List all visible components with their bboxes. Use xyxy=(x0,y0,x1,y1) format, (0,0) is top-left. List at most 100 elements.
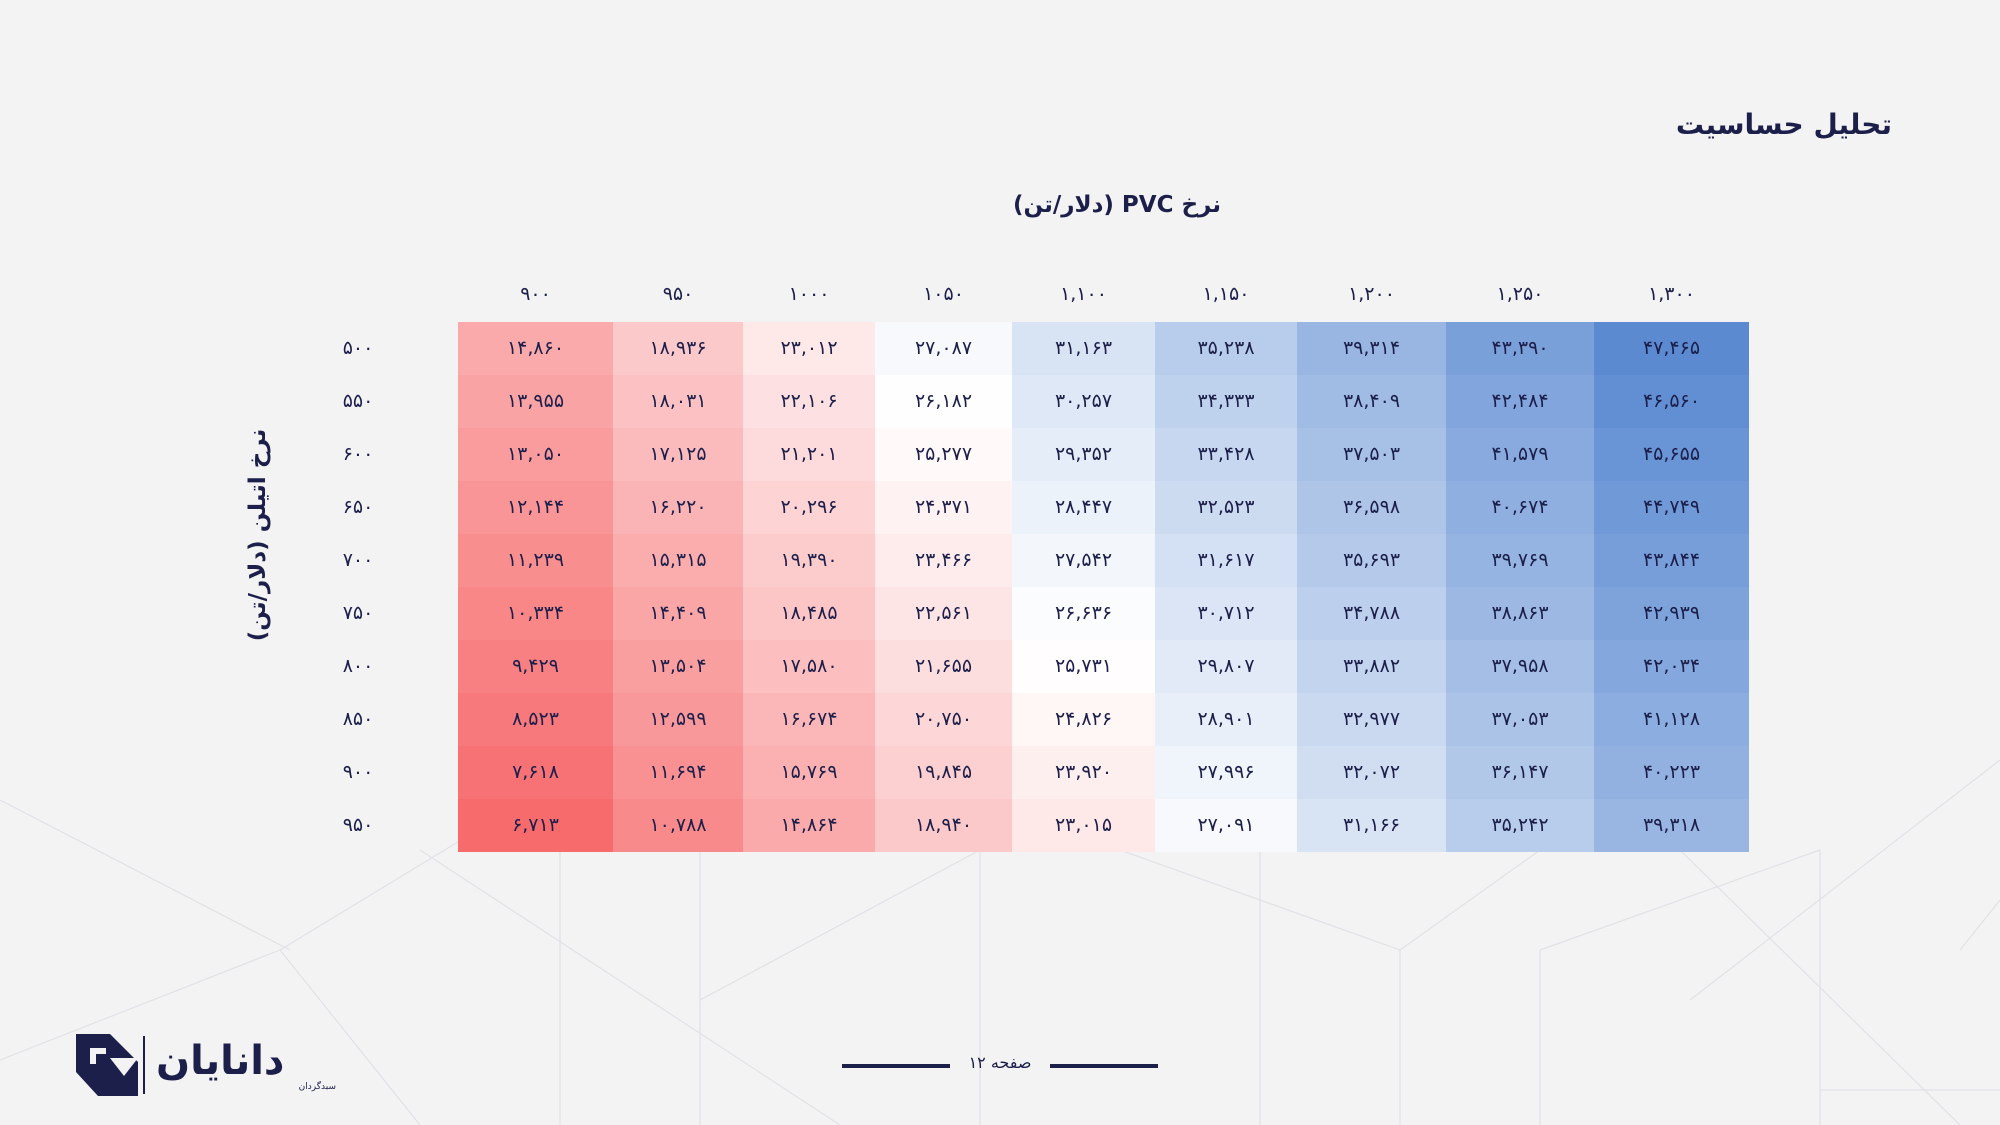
table-cell: ۴۳,۸۴۴ xyxy=(1594,534,1749,587)
table-cell: ۳۶,۵۹۸ xyxy=(1297,481,1446,534)
table-cell: ۱۶,۶۷۴ xyxy=(743,693,875,746)
table-cell: ۴۴,۷۴۹ xyxy=(1594,481,1749,534)
table-cell: ۸,۵۲۳ xyxy=(458,693,613,746)
page-title: تحلیل حساسیت xyxy=(1675,108,1892,141)
row-header: ۷۵۰ xyxy=(342,602,374,624)
table-cell: ۲۶,۶۳۶ xyxy=(1012,587,1155,640)
table-cell: ۳۹,۷۶۹ xyxy=(1446,534,1594,587)
table-cell: ۱۵,۷۶۹ xyxy=(743,746,875,799)
table-cell: ۲۶,۱۸۲ xyxy=(875,375,1012,428)
table-cell: ۱۴,۸۶۴ xyxy=(743,799,875,852)
table-cell: ۳۷,۰۵۳ xyxy=(1446,693,1594,746)
table-cell: ۱۸,۹۳۶ xyxy=(613,322,743,375)
brand-logo: دانایان سبدگردان xyxy=(76,1034,336,1096)
table-cell: ۳۴,۷۸۸ xyxy=(1297,587,1446,640)
table-cell: ۳۸,۸۶۳ xyxy=(1446,587,1594,640)
table-cell: ۱۱,۶۹۴ xyxy=(613,746,743,799)
table-cell: ۴۰,۶۷۴ xyxy=(1446,481,1594,534)
table-cell: ۳۳,۸۸۲ xyxy=(1297,640,1446,693)
table-cell: ۳۰,۷۱۲ xyxy=(1155,587,1297,640)
table-cell: ۳۷,۵۰۳ xyxy=(1297,428,1446,481)
danayan-logo-icon xyxy=(76,1034,138,1096)
row-axis-title: نرخ اتیلن (دلار/تن) xyxy=(245,428,271,642)
row-header: ۹۵۰ xyxy=(342,814,374,836)
table-cell: ۱۴,۴۰۹ xyxy=(613,587,743,640)
table-cell: ۲۷,۵۴۲ xyxy=(1012,534,1155,587)
table-cell: ۲۷,۹۹۶ xyxy=(1155,746,1297,799)
table-cell: ۲۷,۰۹۱ xyxy=(1155,799,1297,852)
table-cell: ۱۰,۷۸۸ xyxy=(613,799,743,852)
brand-name: دانایان xyxy=(156,1038,285,1084)
table-cell: ۱۶,۲۲۰ xyxy=(613,481,743,534)
column-header: ۱,۱۰۰ xyxy=(1060,283,1107,305)
table-cell: ۲۸,۴۴۷ xyxy=(1012,481,1155,534)
table-cell: ۳۵,۲۴۲ xyxy=(1446,799,1594,852)
table-cell: ۶,۷۱۳ xyxy=(458,799,613,852)
page-number: صفحه ۱۲ xyxy=(968,1053,1032,1072)
table-cell: ۴۷,۴۶۵ xyxy=(1594,322,1749,375)
table-cell: ۱۵,۳۱۵ xyxy=(613,534,743,587)
table-cell: ۴۲,۹۳۹ xyxy=(1594,587,1749,640)
column-header: ۱,۱۵۰ xyxy=(1202,283,1250,305)
footer-line-left xyxy=(842,1064,950,1068)
table-cell: ۳۳,۴۲۸ xyxy=(1155,428,1297,481)
table-cell: ۲۲,۵۶۱ xyxy=(875,587,1012,640)
table-cell: ۱۸,۰۳۱ xyxy=(613,375,743,428)
table-cell: ۲۹,۸۰۷ xyxy=(1155,640,1297,693)
table-cell: ۲۲,۱۰۶ xyxy=(743,375,875,428)
table-cell: ۱۱,۲۳۹ xyxy=(458,534,613,587)
table-cell: ۱۹,۳۹۰ xyxy=(743,534,875,587)
table-cell: ۷,۶۱۸ xyxy=(458,746,613,799)
table-cell: ۲۵,۲۷۷ xyxy=(875,428,1012,481)
table-cell: ۴۱,۱۲۸ xyxy=(1594,693,1749,746)
column-header: ۱۰۵۰ xyxy=(923,283,964,305)
row-header: ۵۵۰ xyxy=(342,390,374,412)
table-cell: ۳۵,۲۳۸ xyxy=(1155,322,1297,375)
column-header: ۱,۲۰۰ xyxy=(1348,283,1395,305)
table-cell: ۳۹,۳۱۸ xyxy=(1594,799,1749,852)
table-cell: ۲۰,۲۹۶ xyxy=(743,481,875,534)
table-cell: ۳۸,۴۰۹ xyxy=(1297,375,1446,428)
table-cell: ۱۹,۸۴۵ xyxy=(875,746,1012,799)
table-cell: ۹,۴۲۹ xyxy=(458,640,613,693)
row-header: ۶۰۰ xyxy=(342,443,374,465)
table-cell: ۲۷,۰۸۷ xyxy=(875,322,1012,375)
table-cell: ۲۰,۷۵۰ xyxy=(875,693,1012,746)
table-cell: ۳۰,۲۵۷ xyxy=(1012,375,1155,428)
table-cell: ۱۷,۱۲۵ xyxy=(613,428,743,481)
table-cell: ۳۶,۱۴۷ xyxy=(1446,746,1594,799)
table-cell: ۲۵,۷۳۱ xyxy=(1012,640,1155,693)
table-cell: ۱۳,۹۵۵ xyxy=(458,375,613,428)
table-cell: ۴۰,۲۲۳ xyxy=(1594,746,1749,799)
table-cell: ۴۳,۳۹۰ xyxy=(1446,322,1594,375)
table-cell: ۳۲,۹۷۷ xyxy=(1297,693,1446,746)
table-cell: ۲۳,۹۲۰ xyxy=(1012,746,1155,799)
table-cell: ۳۷,۹۵۸ xyxy=(1446,640,1594,693)
column-header: ۹۰۰ xyxy=(520,283,551,305)
table-cell: ۳۱,۱۶۶ xyxy=(1297,799,1446,852)
column-header: ۹۵۰ xyxy=(662,283,694,305)
table-cell: ۱۴,۸۶۰ xyxy=(458,322,613,375)
table-cell: ۱۳,۰۵۰ xyxy=(458,428,613,481)
table-cell: ۱۲,۱۴۴ xyxy=(458,481,613,534)
column-header: ۱,۲۵۰ xyxy=(1496,283,1544,305)
table-cell: ۱۰,۳۳۴ xyxy=(458,587,613,640)
column-header: ۱,۳۰۰ xyxy=(1648,283,1695,305)
row-header: ۶۵۰ xyxy=(342,496,374,518)
table-cell: ۱۸,۹۴۰ xyxy=(875,799,1012,852)
table-cell: ۲۱,۶۵۵ xyxy=(875,640,1012,693)
column-axis-title-text: نرخ PVC (دلار/تن) xyxy=(1012,192,1221,218)
column-axis-title: نرخ PVC (دلار/تن) xyxy=(0,192,2000,218)
row-header: ۹۰۰ xyxy=(342,761,374,783)
table-cell: ۴۲,۰۳۴ xyxy=(1594,640,1749,693)
table-cell: ۳۴,۳۳۳ xyxy=(1155,375,1297,428)
sensitivity-table: ۱۴,۸۶۰ ۱۸,۹۳۶ ۲۳,۰۱۲ ۲۷,۰۸۷ ۳۱,۱۶۳ ۳۵,۲۳۸ ۳۹,۳… xyxy=(458,322,1749,852)
row-header: ۷۰۰ xyxy=(342,549,374,571)
table-cell: ۱۷,۵۸۰ xyxy=(743,640,875,693)
table-cell: ۳۲,۵۲۳ xyxy=(1155,481,1297,534)
table-cell: ۱۳,۵۰۴ xyxy=(613,640,743,693)
table-cell: ۲۳,۴۶۶ xyxy=(875,534,1012,587)
table-cell: ۳۵,۶۹۳ xyxy=(1297,534,1446,587)
table-cell: ۱۸,۴۸۵ xyxy=(743,587,875,640)
table-cell: ۳۲,۰۷۲ xyxy=(1297,746,1446,799)
